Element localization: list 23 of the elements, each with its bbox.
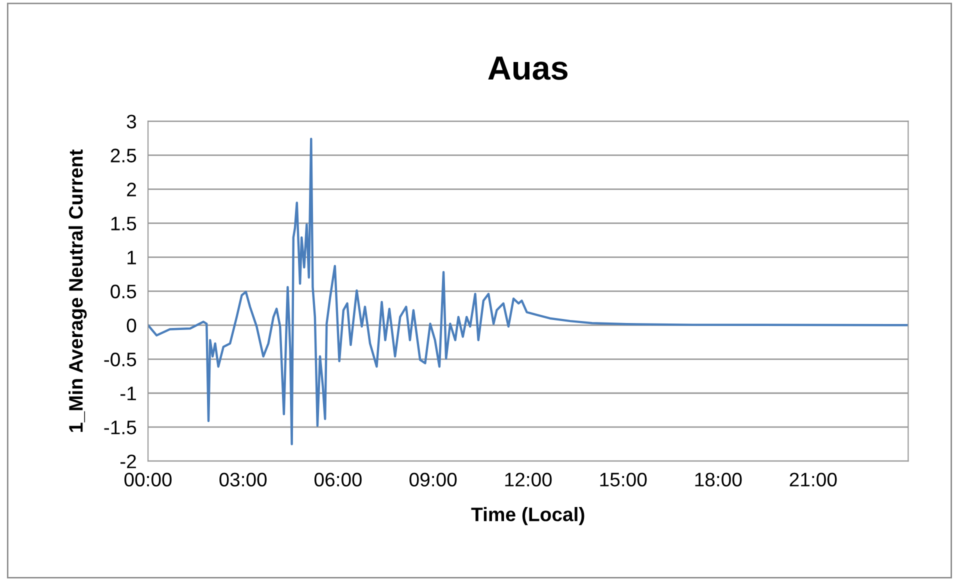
y-tick-label: 1.5: [111, 216, 136, 230]
y-tick-label: 2: [127, 182, 136, 196]
y-tick-label: -2: [120, 454, 136, 468]
x-axis-title: Time (Local): [471, 507, 584, 526]
x-tick-label: 03:00: [219, 472, 267, 486]
y-tick-label: -0.5: [104, 352, 136, 366]
x-tick-label: 18:00: [695, 472, 742, 486]
y-tick-label: 3: [126, 114, 136, 128]
y-tick-label: 0.5: [110, 284, 136, 298]
line-series: [148, 138, 908, 446]
chart-title: Auas: [488, 56, 568, 80]
y-tick-label: 1: [128, 250, 136, 264]
y-tick-label: 0: [126, 318, 136, 332]
y-tick-label: 2.5: [110, 148, 136, 162]
x-tick-label: 06:00: [314, 472, 362, 486]
y-axis-title: 1_Min Average Neutral Current: [68, 149, 87, 432]
y-tick-label: -1: [120, 386, 136, 400]
x-tick-label: 21:00: [790, 472, 837, 486]
x-tick-label: 15:00: [600, 472, 647, 486]
x-tick-label: 12:00: [505, 472, 552, 486]
y-tick-label: -1.5: [104, 420, 136, 434]
x-tick-label: 09:00: [410, 472, 457, 486]
x-tick-label: 00:00: [124, 472, 172, 486]
